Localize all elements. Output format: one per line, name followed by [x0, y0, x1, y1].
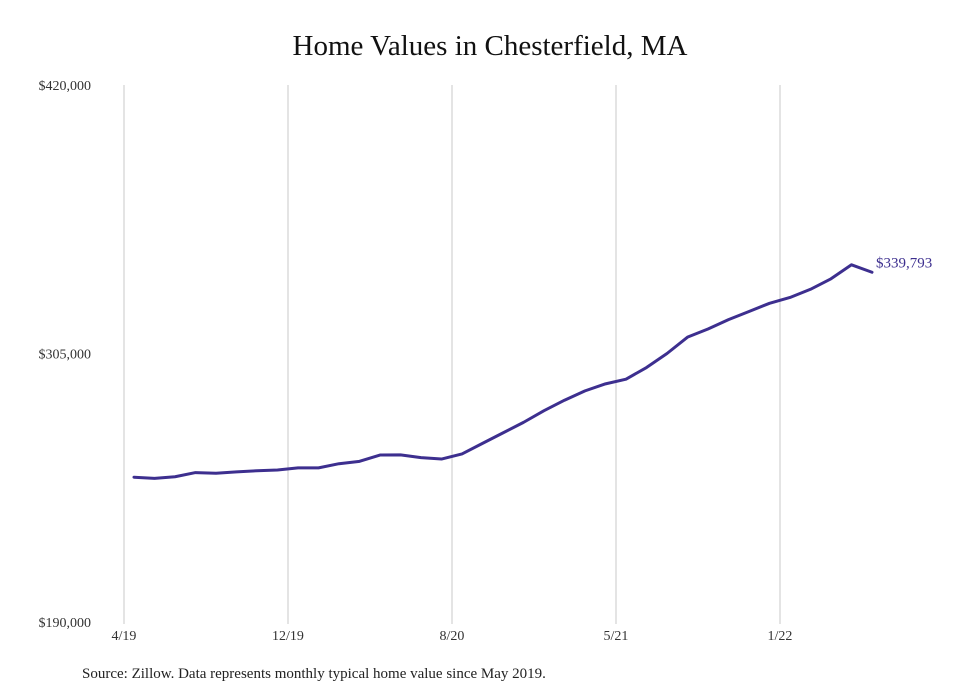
x-tick-label: 5/21 — [604, 629, 629, 644]
chart-title: Home Values in Chesterfield, MA — [292, 30, 688, 62]
x-tick-label: 8/20 — [440, 629, 465, 644]
x-tick-label: 1/22 — [768, 629, 793, 644]
y-tick-label: $420,000 — [39, 79, 92, 94]
x-tick-label: 12/19 — [272, 629, 304, 644]
points-layer — [133, 263, 874, 480]
x-tick-label: 4/19 — [112, 629, 137, 644]
grid-layer — [123, 85, 781, 624]
home-value-line — [132, 263, 874, 480]
source-note: Source: Zillow. Data represents monthly … — [82, 666, 546, 682]
y-tick-label: $190,000 — [39, 616, 92, 631]
end-value-label: $339,793 — [876, 255, 932, 271]
y-tick-label: $305,000 — [39, 348, 92, 363]
axis-layer: 4/19 12/19 8/20 5/21 1/22 $190,000 $305,000 $42… — [39, 79, 793, 644]
